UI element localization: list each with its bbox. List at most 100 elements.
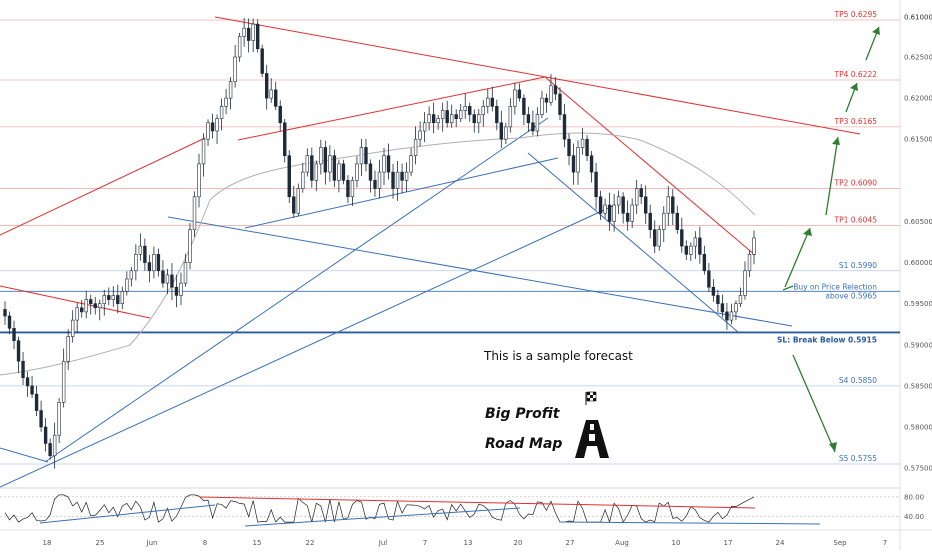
candle-body	[445, 110, 449, 124]
time-tick-label: 13	[464, 539, 473, 547]
candle-body	[382, 155, 386, 173]
candle-body	[197, 163, 201, 198]
candle-body	[156, 254, 161, 272]
rsi-blue-trendline	[244, 507, 521, 527]
candle-body	[752, 237, 756, 255]
candle-body	[472, 114, 476, 124]
entry-label-line1: Buy on Price Relection	[793, 282, 877, 291]
level-label: TP4 0.6222	[833, 70, 877, 79]
candle-body	[671, 196, 675, 214]
candle-body	[648, 212, 652, 230]
candle-body	[170, 274, 174, 288]
candle-body	[84, 299, 88, 313]
candle-body	[206, 122, 210, 140]
time-tick-label: 27	[566, 539, 575, 547]
candle-body	[179, 282, 183, 296]
time-tick-label: 18	[43, 539, 52, 547]
forecast-down-arrow	[792, 354, 836, 453]
blue-trendline	[0, 204, 616, 488]
candle-body	[219, 106, 224, 119]
candle-body	[513, 89, 517, 107]
candle-body	[395, 171, 400, 189]
candle-body	[75, 307, 79, 321]
forecast-up-arrow	[784, 227, 811, 288]
candle-body	[134, 254, 138, 272]
candle-body	[459, 110, 463, 119]
candle-body	[585, 138, 589, 156]
candle-body	[314, 163, 319, 181]
candle-body	[328, 155, 332, 173]
candle-body	[323, 147, 328, 173]
price-axis: 0.610000.625000.620000.615000.610000.605…	[904, 14, 932, 473]
candle-body	[16, 340, 21, 362]
price-tick-label: 0.61000	[904, 14, 932, 22]
candle-body	[377, 171, 382, 189]
candle-body	[48, 443, 52, 457]
candle-body	[183, 262, 188, 284]
time-tick-label: Sep	[833, 539, 847, 547]
candle-body	[21, 360, 25, 378]
candle-body	[422, 122, 427, 132]
red-trendline	[0, 137, 206, 236]
price-tick-label: 0.61500	[904, 136, 932, 144]
candle-body	[535, 114, 540, 132]
candle-body	[684, 245, 689, 255]
candle-body	[224, 97, 228, 107]
candle-body	[228, 81, 233, 99]
candle-body	[12, 328, 16, 341]
candle-body	[449, 114, 454, 124]
candle-body	[337, 163, 341, 181]
time-tick-label: 25	[96, 539, 105, 547]
candle-body	[201, 138, 206, 165]
candle-body	[508, 106, 513, 128]
candle-body	[436, 118, 440, 124]
sample-forecast-note: This is a sample forecast	[483, 349, 633, 363]
candle-body	[427, 114, 431, 124]
candle-body	[274, 89, 278, 107]
level-label: S1 0.5990	[839, 261, 877, 270]
candle-body	[747, 254, 752, 272]
candle-body	[567, 138, 571, 156]
candle-body	[116, 295, 120, 304]
candle-body	[553, 85, 558, 95]
time-tick-label: 15	[253, 539, 262, 547]
blue-trendline	[0, 447, 49, 463]
candle-body	[39, 410, 43, 428]
level-label: TP3 0.6165	[833, 117, 877, 126]
time-tick-label: Aug	[615, 539, 629, 547]
candle-body	[662, 212, 666, 230]
candle-body	[237, 36, 242, 58]
level-label: TP1 0.6045	[833, 216, 877, 225]
candle-body	[296, 188, 300, 214]
price-tick-label: 0.60000	[904, 259, 932, 267]
red-trendline	[544, 76, 756, 256]
candle-body	[192, 196, 197, 230]
candle-body	[301, 171, 305, 189]
candle-body	[161, 270, 165, 284]
candle-body	[107, 295, 111, 300]
rsi-blue-trendline	[39, 504, 216, 524]
candle-body	[531, 122, 535, 132]
candle-body	[34, 393, 39, 411]
candle-body	[255, 23, 260, 50]
candle-body	[355, 163, 359, 181]
candle-body	[346, 180, 350, 198]
candle-body	[80, 307, 84, 313]
red-trendline	[214, 16, 861, 135]
candle-body	[440, 110, 445, 119]
candle-body	[120, 291, 125, 304]
candle-body	[729, 311, 734, 321]
candle-body	[287, 155, 291, 198]
candle-body	[283, 122, 287, 156]
roadmap-title-line1: Big Profit	[485, 406, 561, 422]
candle-body	[603, 204, 607, 214]
candle-body	[707, 270, 711, 288]
checkered-flag-icon	[585, 391, 597, 405]
candle-body	[3, 309, 7, 317]
road-icon	[575, 420, 609, 458]
candle-body	[373, 180, 377, 189]
candle-body	[143, 245, 147, 263]
rsi-red-trendline	[199, 496, 756, 509]
candles-layer	[3, 17, 756, 469]
